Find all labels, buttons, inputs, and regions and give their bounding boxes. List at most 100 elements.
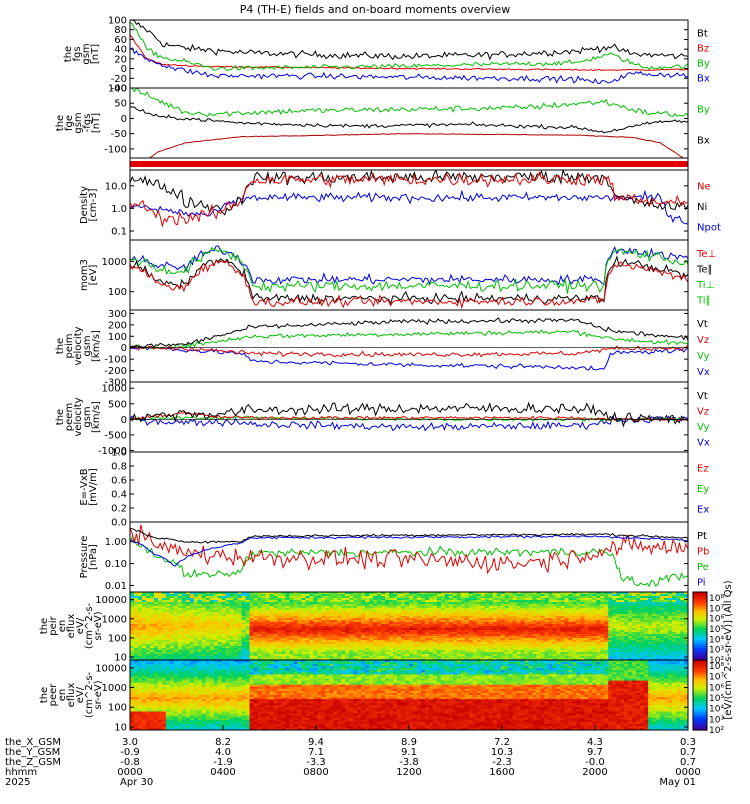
panel-9: 10⁸10⁷10⁶10⁵10⁴10³10²10000100010010thepe… <box>39 660 724 736</box>
y-tick-label: 100 <box>108 84 127 95</box>
y-tick-label: 0.10 <box>105 559 127 570</box>
colorbar-label: 10³ <box>709 715 724 725</box>
y-axis-label: sr-eV) <box>93 680 104 709</box>
panel-frame <box>130 88 688 158</box>
y-tick-label: 1.00 <box>105 537 127 548</box>
y-tick-label: 0.4 <box>111 490 127 501</box>
y-tick-label: 1.0 <box>111 204 127 215</box>
legend-bz: Bz <box>697 44 709 55</box>
colorbar-label: 10² <box>709 726 724 736</box>
legend-pb: Pb <box>697 546 709 557</box>
y-tick-label: -500 <box>104 430 127 441</box>
y-axis-label: [km/s] <box>91 330 102 362</box>
y-tick-label: 100 <box>108 703 127 714</box>
series-bz-line <box>130 35 688 71</box>
panel-5: 10005000-500-1000thepeemvelocitygsm[km/s… <box>55 382 710 457</box>
legend-ti: Ti⊥ <box>696 280 714 291</box>
chart-title: P4 (TH-E) fields and on-board moments ov… <box>240 3 511 16</box>
y-axis-label: sr-eV) <box>93 611 104 640</box>
series-ne-line <box>130 172 688 226</box>
panel-frame <box>130 522 688 592</box>
series-vz-line <box>130 345 688 356</box>
legend-vy: Vy <box>697 351 710 362</box>
legend-ey: Ey <box>697 484 709 495</box>
series-pt-line <box>130 528 688 543</box>
series-by-line <box>130 87 688 116</box>
y-tick-label: 0.01 <box>105 581 127 592</box>
y-tick-label: 10 <box>114 722 127 733</box>
y-tick-label: 10000 <box>95 595 127 606</box>
x-tick-value: 0400 <box>210 767 235 778</box>
series-bx-line <box>130 48 688 84</box>
legend-npot: Npot <box>697 223 721 234</box>
panel-frame <box>130 452 688 522</box>
y-tick-label: 10 <box>114 653 127 664</box>
y-tick-label: 0 <box>121 343 127 354</box>
x-tick-value: May 01 <box>659 777 696 788</box>
y-axis-label: [eV] <box>88 265 99 286</box>
y-tick-label: 0.2 <box>111 504 127 515</box>
y-tick-label: 100 <box>108 332 127 343</box>
legend-ne: Ne <box>697 181 711 192</box>
legend-by: By <box>697 105 710 116</box>
legend-pe: Pe <box>697 562 709 573</box>
legend-pi: Pi <box>697 577 706 588</box>
y-tick-label: 0 <box>121 114 127 125</box>
legend-te: Te⊥ <box>696 249 716 260</box>
y-tick-label: -100 <box>104 144 127 155</box>
series-pb-line <box>130 525 688 573</box>
x-tick-value: 1600 <box>489 767 514 778</box>
series-vy-line <box>130 330 688 350</box>
legend-bt: Bt <box>697 29 708 40</box>
y-axis-label: [cm-3] <box>88 188 99 221</box>
x-tick-value: Apr 30 <box>120 777 153 788</box>
legend-vy: Vy <box>697 422 710 433</box>
legend-ti: Ti∥ <box>696 295 711 306</box>
y-tick-label: 100 <box>108 287 127 298</box>
y-axis-label: [mV/m] <box>88 468 99 506</box>
colorbar-title: [eV/(cm^2-s-sr-eV)] (All Qs) <box>723 580 734 719</box>
colorbar-label: 10⁶ <box>709 683 724 693</box>
y-tick-label: 500 <box>108 399 127 410</box>
y-tick-label: 10000 <box>95 663 127 674</box>
legend-vt: Vt <box>697 391 708 402</box>
x-tick-value: 2000 <box>582 767 607 778</box>
y-tick-label: -50 <box>111 129 127 140</box>
x-tick-value: 1200 <box>396 767 421 778</box>
y-tick-label: 10.0 <box>105 181 127 192</box>
y-axis-label: [nPa] <box>88 544 99 570</box>
y-tick-label: 1000 <box>102 614 127 625</box>
legend-vt: Vt <box>697 319 708 330</box>
legend-vz: Vz <box>697 335 709 346</box>
y-tick-label: 0.0 <box>111 518 127 529</box>
legend-vx: Vx <box>697 437 710 448</box>
y-tick-label: 1000 <box>102 257 127 268</box>
y-tick-label: 1.0 <box>111 448 127 459</box>
legend-ni: Ni <box>697 202 707 213</box>
colorbar-label: 10⁴ <box>709 705 724 715</box>
series-bx-line <box>130 106 688 133</box>
y-tick-label: -200 <box>104 366 127 377</box>
series-bt-line <box>130 18 688 59</box>
y-tick-label: 0.8 <box>111 462 127 473</box>
legend-vx: Vx <box>697 367 710 378</box>
legend-vz: Vz <box>697 406 709 417</box>
spectrogram <box>130 660 689 731</box>
y-tick-label: 200 <box>108 320 127 331</box>
series-ti-line <box>130 248 688 294</box>
panel-frame <box>130 310 688 382</box>
y-tick-label: 50 <box>114 99 127 110</box>
y-axis-label: [km/s] <box>91 401 102 433</box>
y-tick-label: 0 <box>121 415 127 426</box>
x-tick-value: 0800 <box>303 767 328 778</box>
legend-ex: Ex <box>697 505 709 516</box>
x-row-label: 2025 <box>5 777 30 788</box>
